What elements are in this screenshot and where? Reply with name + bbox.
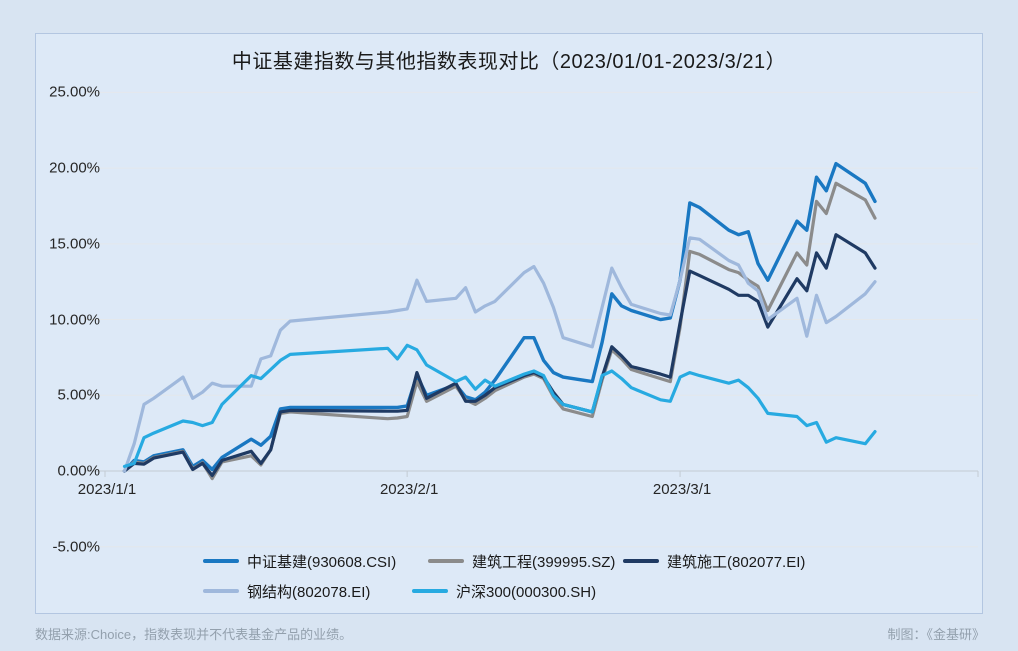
y-tick-label: -5.00%	[52, 538, 100, 556]
chart-title: 中证基建指数与其他指数表现对比（2023/01/01-2023/3/21）	[231, 51, 787, 73]
legend-label: 建筑工程(399995.SZ)	[472, 553, 616, 571]
legend-label: 沪深300(000300.SH)	[456, 583, 597, 601]
y-tick-label: 20.00%	[49, 159, 100, 177]
y-tick-label: 0.00%	[57, 462, 100, 480]
x-tick-label: 2023/3/1	[652, 480, 712, 498]
y-tick-label: 15.00%	[49, 235, 100, 253]
legend-label: 钢结构(802078.EI)	[247, 583, 371, 601]
footer: 数据来源:Choice，指数表现并不代表基金产品的业绩。 制图：《金基研》	[35, 624, 985, 643]
credit-note: 制图：《金基研》	[887, 627, 985, 642]
legend-line-swatch	[623, 559, 659, 563]
legend-line-swatch	[203, 589, 239, 593]
legend-line-swatch	[412, 589, 448, 593]
chart-frame	[35, 33, 983, 614]
legend-item-jianzhu-shigong: 建筑施工(802077.EI)	[623, 551, 805, 571]
legend-line-swatch	[428, 559, 464, 563]
x-tick-label: 2023/2/1	[379, 480, 439, 498]
legend-item-hushen300: 沪深300(000300.SH)	[412, 581, 596, 601]
legend-item-jianzhu-gongcheng: 建筑工程(399995.SZ)	[428, 551, 615, 571]
legend-label: 建筑施工(802077.EI)	[667, 553, 806, 571]
data-source-note: 数据来源:Choice，指数表现并不代表基金产品的业绩。	[35, 627, 353, 642]
y-tick-label: 5.00%	[57, 386, 100, 404]
y-tick-label: 10.00%	[49, 311, 100, 329]
y-tick-label: 25.00%	[49, 83, 100, 101]
x-tick-label: 2023/1/1	[77, 480, 137, 498]
legend-item-zhongzheng-jijian: 中证基建(930608.CSI)	[203, 551, 396, 571]
legend-item-gangjiegou: 钢结构(802078.EI)	[203, 581, 370, 601]
legend-label: 中证基建(930608.CSI)	[247, 553, 397, 571]
legend-line-swatch	[203, 559, 239, 563]
